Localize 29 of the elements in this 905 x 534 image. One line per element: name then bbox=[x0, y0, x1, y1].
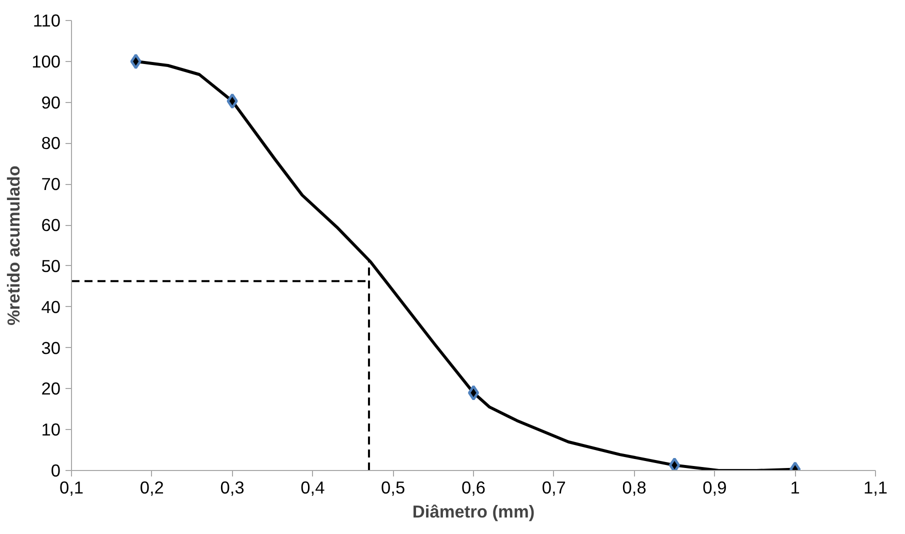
x-tick-label: 0,6 bbox=[461, 478, 486, 498]
x-tick-label: 0,3 bbox=[220, 478, 244, 498]
point bbox=[668, 457, 680, 470]
y-axis-title: %retido acumulado bbox=[4, 166, 24, 326]
y-tick-label: 90 bbox=[41, 92, 61, 112]
y-tick-label: 20 bbox=[41, 378, 61, 399]
x-tick-label: 0,5 bbox=[381, 478, 406, 498]
x-axis-title: Diâmetro (mm) bbox=[412, 502, 535, 522]
y-tick-label: 110 bbox=[32, 10, 61, 30]
x-tick-label: 0,4 bbox=[300, 478, 326, 498]
x-tick-label: 0,2 bbox=[140, 478, 164, 498]
y-tick-label: 40 bbox=[41, 296, 61, 317]
y-tick-label: 0 bbox=[50, 460, 61, 480]
x-tick-label: 1 bbox=[790, 478, 800, 498]
y-tick-label: 60 bbox=[41, 215, 61, 236]
x-tick-label: 0,9 bbox=[702, 478, 727, 498]
x-tick-label: 0,7 bbox=[542, 478, 566, 498]
x-tick-label: 0,1 bbox=[59, 478, 84, 498]
x-tick-label: 0,8 bbox=[622, 478, 646, 498]
y-tick-label: 50 bbox=[41, 256, 61, 276]
y-tick-label: 70 bbox=[41, 174, 61, 194]
y-tick-label: 80 bbox=[41, 133, 61, 154]
y-tick-label: 30 bbox=[41, 338, 61, 358]
point bbox=[468, 385, 480, 401]
point bbox=[130, 54, 142, 70]
point bbox=[226, 93, 238, 109]
y-tick-label: 10 bbox=[41, 420, 61, 440]
y-tick-label: 100 bbox=[32, 51, 61, 72]
x-tick-label: 1,1 bbox=[863, 478, 888, 498]
